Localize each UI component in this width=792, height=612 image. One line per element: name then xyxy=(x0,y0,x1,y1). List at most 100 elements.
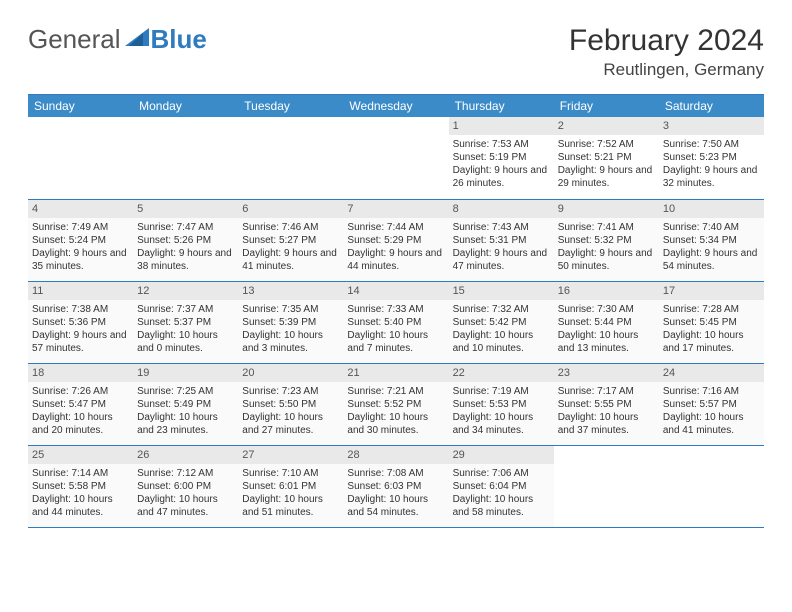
sunrise-text: Sunrise: 7:14 AM xyxy=(32,467,129,480)
sunrise-text: Sunrise: 7:17 AM xyxy=(558,385,655,398)
sunrise-text: Sunrise: 7:21 AM xyxy=(347,385,444,398)
day-number: 2 xyxy=(554,117,659,135)
day-cell: 10Sunrise: 7:40 AMSunset: 5:34 PMDayligh… xyxy=(659,199,764,281)
col-saturday: Saturday xyxy=(659,95,764,118)
daylight-text: Daylight: 10 hours and 51 minutes. xyxy=(242,493,339,519)
table-row: ....1Sunrise: 7:53 AMSunset: 5:19 PMDayl… xyxy=(28,117,764,199)
day-cell: 7Sunrise: 7:44 AMSunset: 5:29 PMDaylight… xyxy=(343,199,448,281)
daylight-text: Daylight: 9 hours and 35 minutes. xyxy=(32,247,129,273)
sunrise-text: Sunrise: 7:10 AM xyxy=(242,467,339,480)
sunset-text: Sunset: 6:03 PM xyxy=(347,480,444,493)
sunset-text: Sunset: 5:45 PM xyxy=(663,316,760,329)
day-number: 26 xyxy=(133,446,238,464)
day-cell: 17 Sunrise: 7:28 AMSunset: 5:45 PMDayligh… xyxy=(659,281,764,363)
daylight-text: Daylight: 9 hours and 41 minutes. xyxy=(242,247,339,273)
sunrise-text: Sunrise: 7:46 AM xyxy=(242,221,339,234)
day-number: 8 xyxy=(449,200,554,218)
sunset-text: Sunset: 5:53 PM xyxy=(453,398,550,411)
day-number: 27 xyxy=(238,446,343,464)
day-cell: . xyxy=(28,117,133,199)
daylight-text: Daylight: 10 hours and 13 minutes. xyxy=(558,329,655,355)
sunrise-text: Sunrise: 7:32 AM xyxy=(453,303,550,316)
col-monday: Monday xyxy=(133,95,238,118)
daylight-text: Daylight: 9 hours and 38 minutes. xyxy=(137,247,234,273)
daylight-text: Daylight: 10 hours and 7 minutes. xyxy=(347,329,444,355)
daylight-text: Daylight: 10 hours and 3 minutes. xyxy=(242,329,339,355)
daylight-text: Daylight: 9 hours and 32 minutes. xyxy=(663,164,760,190)
day-cell: 11Sunrise: 7:38 AMSunset: 5:36 PMDayligh… xyxy=(28,281,133,363)
sunrise-text: Sunrise: 7:52 AM xyxy=(558,138,655,151)
day-number: 23 xyxy=(554,364,659,382)
day-cell: 28Sunrise: 7:08 AMSunset: 6:03 PMDayligh… xyxy=(343,445,448,527)
sunset-text: Sunset: 5:39 PM xyxy=(242,316,339,329)
day-number: 18 xyxy=(28,364,133,382)
day-number: 17 xyxy=(659,282,764,300)
day-number: 4 xyxy=(28,200,133,218)
day-cell: 5Sunrise: 7:47 AMSunset: 5:26 PMDaylight… xyxy=(133,199,238,281)
sunrise-text: Sunrise: 7:16 AM xyxy=(663,385,760,398)
sunset-text: Sunset: 5:24 PM xyxy=(32,234,129,247)
day-number: 9 xyxy=(554,200,659,218)
day-number: 28 xyxy=(343,446,448,464)
day-number: 11 xyxy=(28,282,133,300)
table-row: 4Sunrise: 7:49 AMSunset: 5:24 PMDaylight… xyxy=(28,199,764,281)
day-cell: 14 Sunrise: 7:33 AMSunset: 5:40 PMDayligh… xyxy=(343,281,448,363)
day-number: 12 xyxy=(133,282,238,300)
sunset-text: Sunset: 5:23 PM xyxy=(663,151,760,164)
sunrise-text: Sunrise: 7:25 AM xyxy=(137,385,234,398)
sunset-text: Sunset: 5:19 PM xyxy=(453,151,550,164)
daylight-text: Daylight: 10 hours and 54 minutes. xyxy=(347,493,444,519)
day-number: 29 xyxy=(449,446,554,464)
logo-sail-icon xyxy=(125,28,149,46)
day-number: 20 xyxy=(238,364,343,382)
table-row: 18Sunrise: 7:26 AMSunset: 5:47 PMDayligh… xyxy=(28,363,764,445)
sunset-text: Sunset: 5:40 PM xyxy=(347,316,444,329)
sunset-text: Sunset: 5:49 PM xyxy=(137,398,234,411)
day-number: 22 xyxy=(449,364,554,382)
sunrise-text: Sunrise: 7:12 AM xyxy=(137,467,234,480)
day-cell: 4 Sunrise: 7:49 AMSunset: 5:24 PMDaylight… xyxy=(28,199,133,281)
sunset-text: Sunset: 5:42 PM xyxy=(453,316,550,329)
col-tuesday: Tuesday xyxy=(238,95,343,118)
day-cell: . xyxy=(554,445,659,527)
daylight-text: Daylight: 10 hours and 20 minutes. xyxy=(32,411,129,437)
col-wednesday: Wednesday xyxy=(343,95,448,118)
day-cell: 22Sunrise: 7:19 AMSunset: 5:53 PMDayligh… xyxy=(449,363,554,445)
day-number: 14 xyxy=(343,282,448,300)
sunset-text: Sunset: 6:00 PM xyxy=(137,480,234,493)
daylight-text: Daylight: 10 hours and 47 minutes. xyxy=(137,493,234,519)
day-cell: . xyxy=(238,117,343,199)
sunrise-text: Sunrise: 7:47 AM xyxy=(137,221,234,234)
sunset-text: Sunset: 5:47 PM xyxy=(32,398,129,411)
logo-text-blue: Blue xyxy=(151,24,207,55)
calendar-table: Sunday Monday Tuesday Wednesday Thursday… xyxy=(28,94,764,528)
sunrise-text: Sunrise: 7:28 AM xyxy=(663,303,760,316)
sunrise-text: Sunrise: 7:43 AM xyxy=(453,221,550,234)
sunset-text: Sunset: 5:55 PM xyxy=(558,398,655,411)
day-cell: . xyxy=(133,117,238,199)
day-number: 6 xyxy=(238,200,343,218)
day-number: 21 xyxy=(343,364,448,382)
day-cell: 24Sunrise: 7:16 AMSunset: 5:57 PMDayligh… xyxy=(659,363,764,445)
day-cell: 21Sunrise: 7:21 AMSunset: 5:52 PMDayligh… xyxy=(343,363,448,445)
logo-text-general: General xyxy=(28,24,121,55)
daylight-text: Daylight: 10 hours and 17 minutes. xyxy=(663,329,760,355)
daylight-text: Daylight: 10 hours and 10 minutes. xyxy=(453,329,550,355)
day-cell: 8Sunrise: 7:43 AMSunset: 5:31 PMDaylight… xyxy=(449,199,554,281)
location-label: Reutlingen, Germany xyxy=(569,60,764,80)
sunset-text: Sunset: 5:50 PM xyxy=(242,398,339,411)
daylight-text: Daylight: 10 hours and 27 minutes. xyxy=(242,411,339,437)
day-cell: 16Sunrise: 7:30 AMSunset: 5:44 PMDayligh… xyxy=(554,281,659,363)
sunrise-text: Sunrise: 7:50 AM xyxy=(663,138,760,151)
day-cell: 1Sunrise: 7:53 AMSunset: 5:19 PMDaylight… xyxy=(449,117,554,199)
sunrise-text: Sunrise: 7:49 AM xyxy=(32,221,129,234)
sunset-text: Sunset: 5:27 PM xyxy=(242,234,339,247)
sunset-text: Sunset: 5:57 PM xyxy=(663,398,760,411)
sunrise-text: Sunrise: 7:06 AM xyxy=(453,467,550,480)
day-cell: 25Sunrise: 7:14 AMSunset: 5:58 PMDayligh… xyxy=(28,445,133,527)
sunrise-text: Sunrise: 7:53 AM xyxy=(453,138,550,151)
calendar-header-row: Sunday Monday Tuesday Wednesday Thursday… xyxy=(28,95,764,118)
sunset-text: Sunset: 5:36 PM xyxy=(32,316,129,329)
sunrise-text: Sunrise: 7:33 AM xyxy=(347,303,444,316)
daylight-text: Daylight: 10 hours and 37 minutes. xyxy=(558,411,655,437)
